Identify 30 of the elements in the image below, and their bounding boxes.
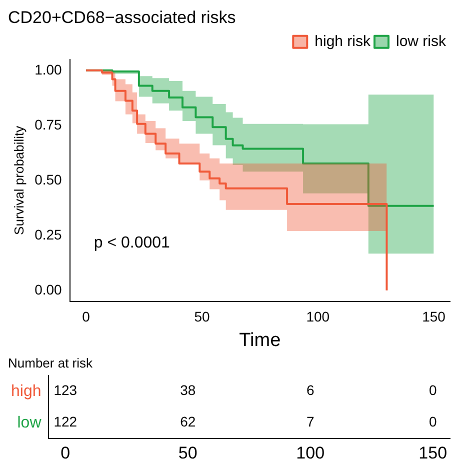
y-tick-label: 1.00 bbox=[34, 61, 62, 78]
x-tick-label: 0 bbox=[82, 308, 90, 325]
y-tick-label: high bbox=[11, 382, 42, 400]
x-tick-label: 50 bbox=[194, 308, 210, 325]
x-tick-label: 100 bbox=[296, 443, 325, 462]
data-label: 7 bbox=[306, 414, 314, 430]
y-tick-label: 0.50 bbox=[34, 171, 62, 188]
x-tick-label: 150 bbox=[418, 443, 448, 462]
legend-label: high risk bbox=[314, 33, 371, 50]
data-label: 38 bbox=[180, 382, 196, 398]
data-label: 0 bbox=[428, 382, 437, 398]
chart-title: CD20+CD68−associated risks bbox=[8, 8, 236, 27]
y-tick-label: 0.00 bbox=[34, 281, 62, 298]
data-label: 62 bbox=[180, 414, 196, 430]
data-label: 122 bbox=[54, 414, 78, 430]
y-axis-title: Survival probability bbox=[11, 125, 26, 235]
y-tick-label: 0.75 bbox=[34, 116, 62, 132]
x-tick-label: 0 bbox=[60, 443, 70, 462]
x-tick-label: 150 bbox=[422, 308, 446, 325]
x-axis-title: Time bbox=[239, 330, 281, 351]
data-label: 6 bbox=[306, 382, 314, 398]
legend-label: low risk bbox=[396, 33, 446, 50]
y-tick-label: low bbox=[17, 414, 42, 432]
annotation: p < 0.0001 bbox=[94, 234, 170, 252]
y-tick-label: 0.25 bbox=[34, 226, 62, 242]
data-label: 123 bbox=[54, 382, 78, 398]
x-tick-label: 50 bbox=[178, 443, 198, 462]
x-tick-label: 100 bbox=[306, 308, 330, 325]
data-label: 0 bbox=[428, 414, 437, 430]
chart-title: Number at risk bbox=[8, 355, 94, 370]
